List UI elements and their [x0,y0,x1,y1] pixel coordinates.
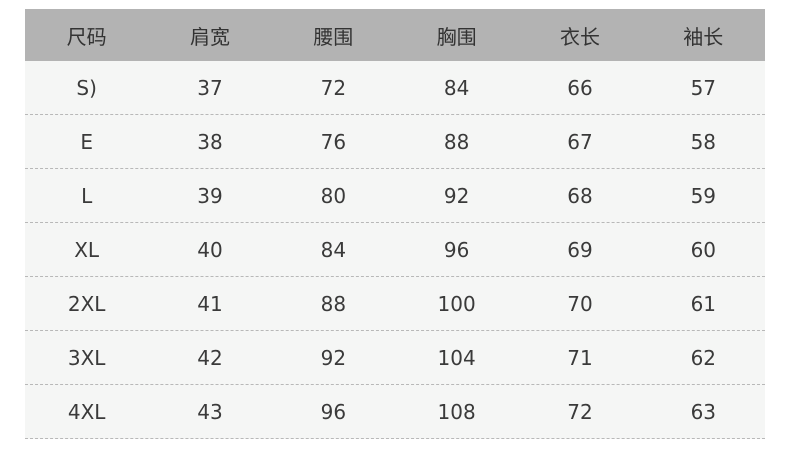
table-row: E 38 76 88 67 58 [25,115,765,169]
header-row: 尺码 肩宽 腰围 胸围 衣长 袖长 [25,9,765,61]
header-cell: 袖长 [683,24,724,49]
table-cell: 40 [197,237,223,262]
table-cell: 71 [567,345,593,370]
table-row: 2XL 41 88 100 70 61 [25,277,765,331]
table-cell: 72 [320,75,347,100]
table-cell: 84 [443,75,470,100]
table-cell: XL [74,237,100,262]
table-cell: 3XL [67,345,106,370]
table-cell: S) [76,75,97,100]
table-cell: 92 [320,345,347,370]
table-cell: 69 [567,237,593,262]
table-cell: 100 [437,291,476,316]
table-cell: 84 [320,237,347,262]
table-cell: 108 [437,399,476,424]
table-cell: 41 [197,291,223,316]
table-cell: 72 [567,399,593,424]
table-cell: 4XL [67,399,106,424]
table-cell: 2XL [67,291,106,316]
table-cell: 96 [443,237,470,262]
header-cell: 衣长 [559,24,600,49]
table-row: 4XL 43 96 108 72 63 [25,385,765,439]
table-cell: 57 [690,75,717,100]
table-row: L 39 80 92 68 59 [25,169,765,223]
table-cell: 61 [690,291,717,316]
header-cell: 肩宽 [189,24,230,49]
table-cell: 88 [320,291,347,316]
table-row: S) 37 72 84 66 57 [25,61,765,115]
header-cell: 尺码 [66,24,107,49]
table-cell: 39 [197,183,223,208]
table-cell: 59 [690,183,717,208]
table-cell: 104 [437,345,476,370]
table-cell: 43 [197,399,223,424]
size-table: 尺码 肩宽 腰围 胸围 衣长 袖长 S) 37 72 84 66 57 E 38 76 88 67 58 L 39 80… [25,9,765,439]
table-cell: 96 [320,399,347,424]
table-cell: 76 [320,129,347,154]
table-cell: 63 [690,399,717,424]
table-cell: 37 [197,75,223,100]
table-row: 3XL 42 92 104 71 62 [25,331,765,385]
table-cell: E [80,129,93,154]
table-cell: 42 [197,345,223,370]
table-cell: 80 [320,183,347,208]
table-cell: 67 [567,129,593,154]
table-cell: 68 [567,183,593,208]
table-cell: 62 [690,345,717,370]
table-cell: L [81,183,93,208]
table-cell: 70 [567,291,593,316]
table-cell: 60 [690,237,717,262]
table-row: XL 40 84 96 69 60 [25,223,765,277]
header-cell: 胸围 [436,24,477,49]
table-cell: 58 [690,129,717,154]
table-cell: 88 [443,129,470,154]
table-cell: 38 [197,129,223,154]
header-cell: 腰围 [313,24,354,49]
table-cell: 66 [567,75,593,100]
table-cell: 92 [443,183,470,208]
